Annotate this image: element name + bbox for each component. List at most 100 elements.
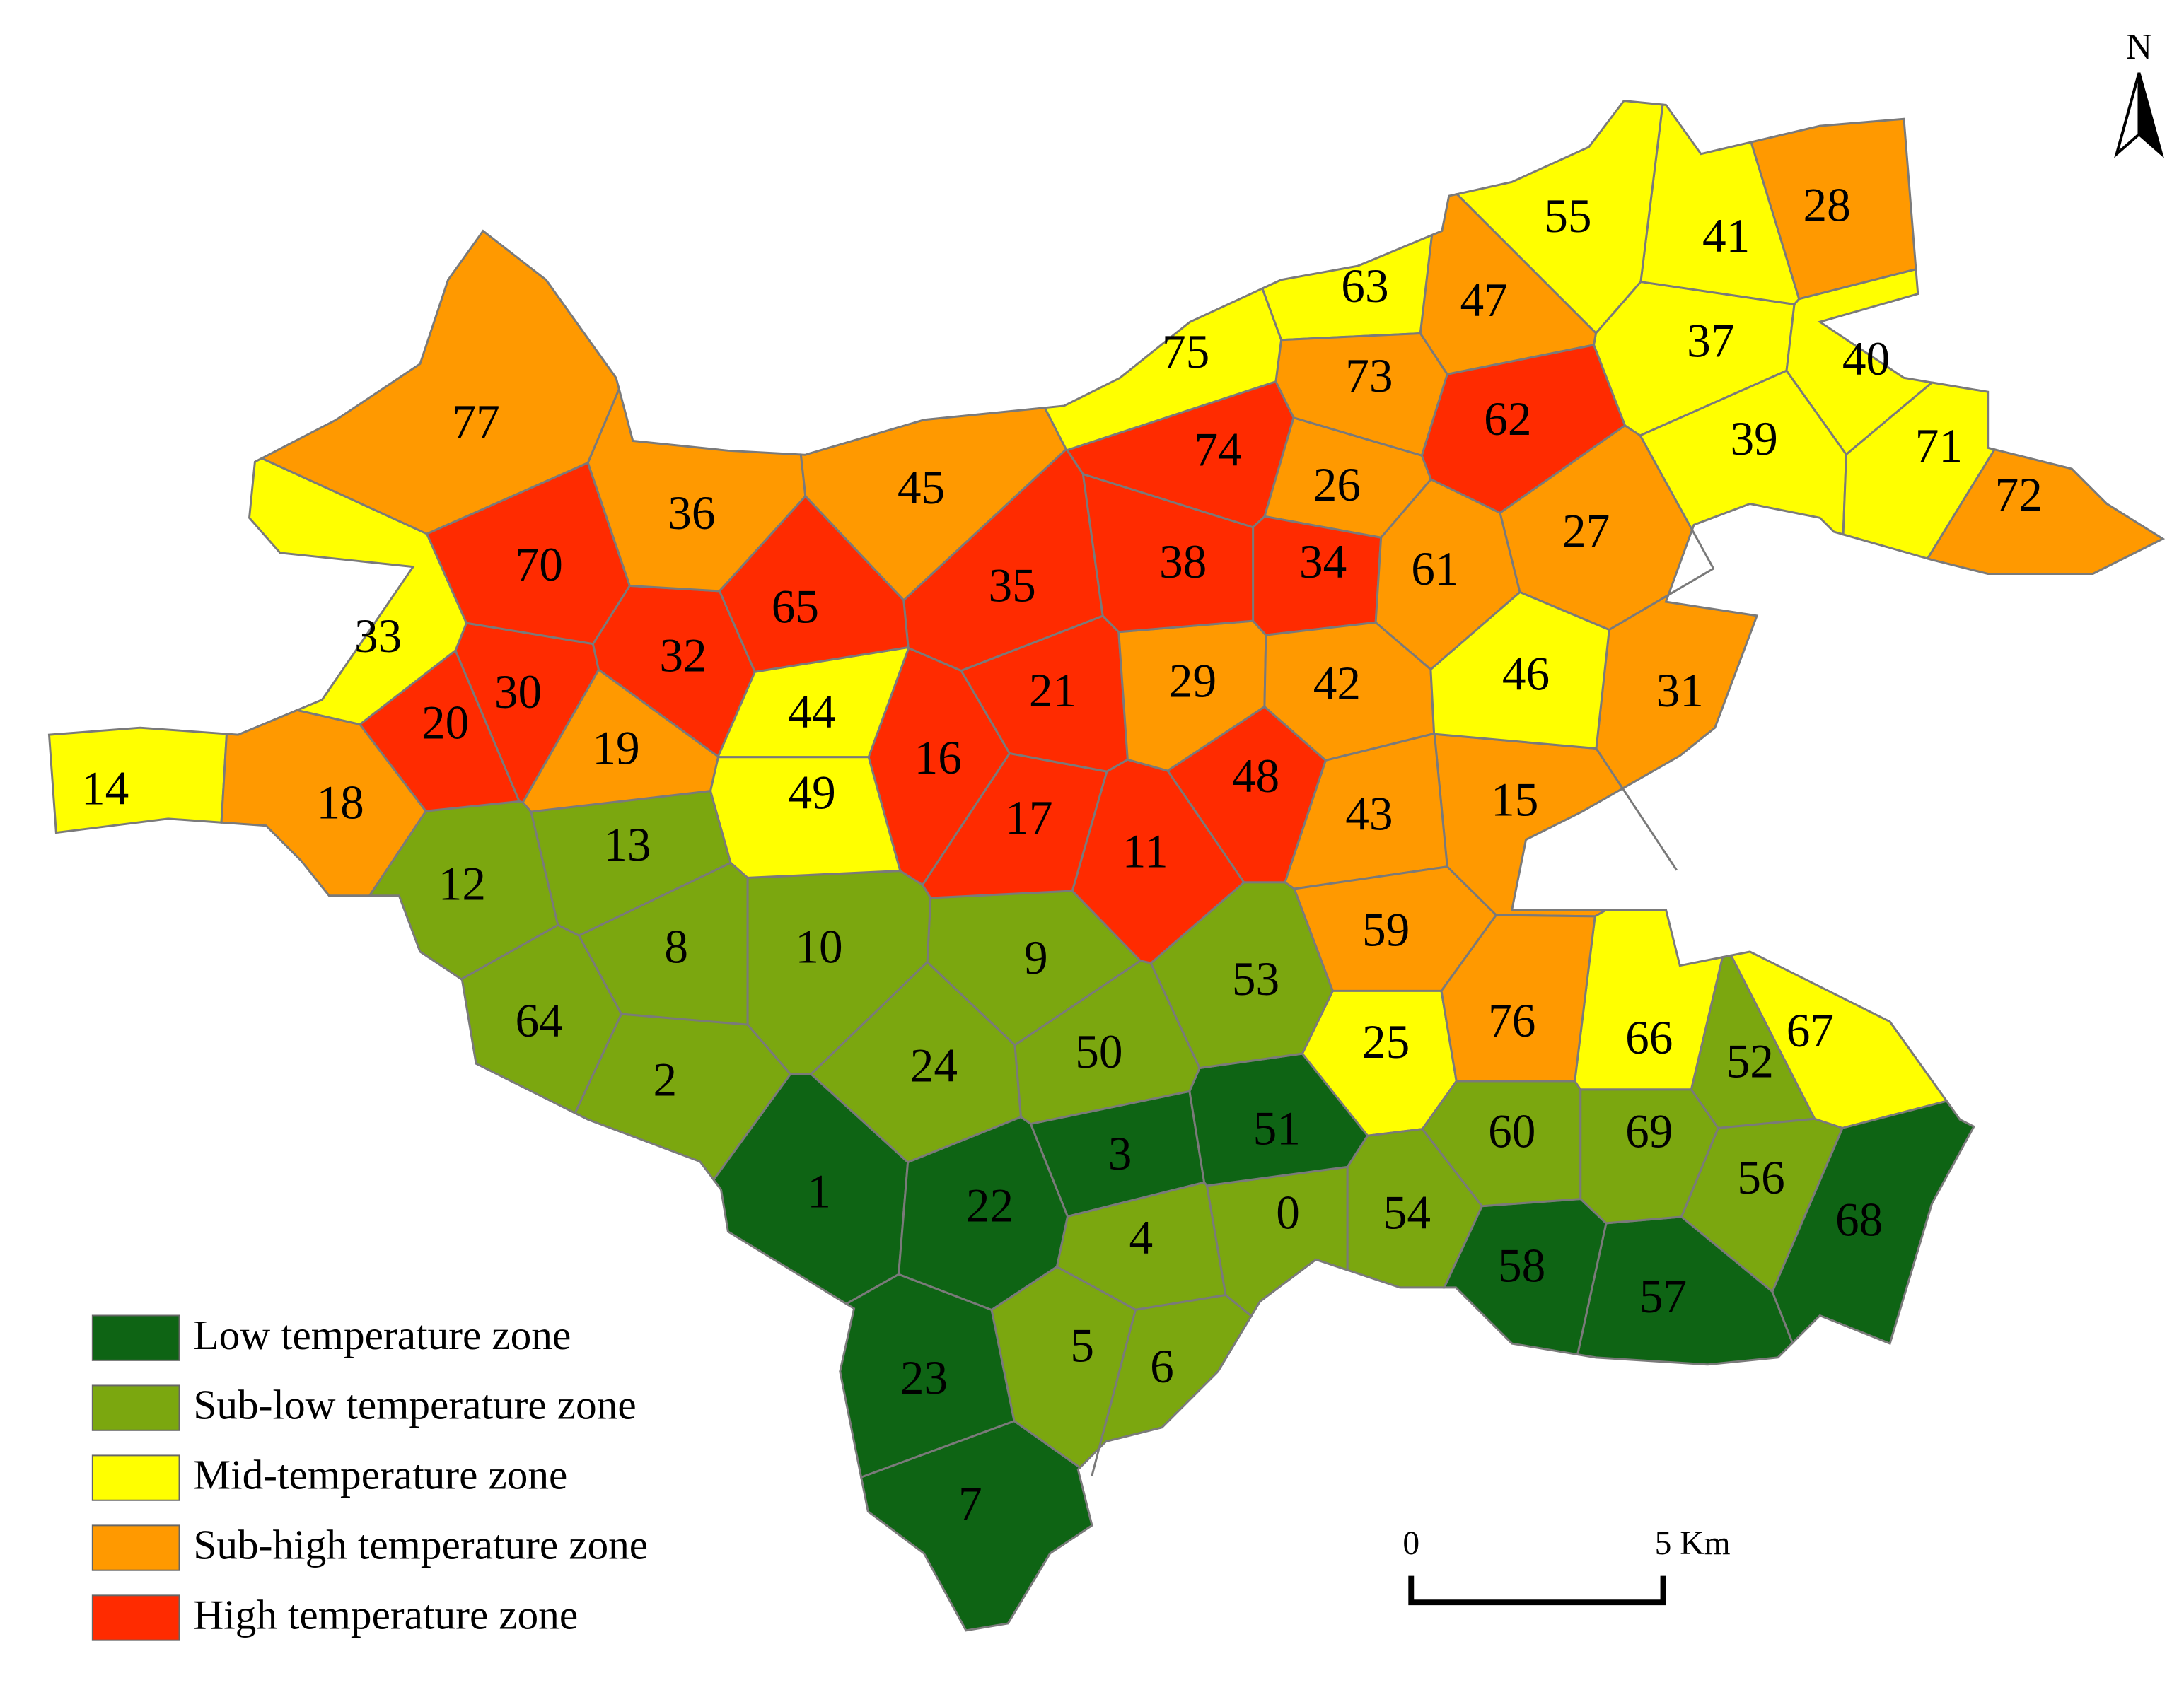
region-label: 28 bbox=[1803, 178, 1850, 231]
region-label: 75 bbox=[1162, 325, 1209, 378]
region-label: 59 bbox=[1362, 904, 1410, 957]
region-label: 17 bbox=[1005, 791, 1052, 844]
legend-label: Mid-temperature zone bbox=[193, 1452, 567, 1498]
legend-swatch bbox=[91, 1314, 180, 1361]
region-label: 41 bbox=[1702, 209, 1750, 262]
region-label: 20 bbox=[422, 696, 469, 750]
region bbox=[718, 494, 910, 673]
region-label: 36 bbox=[668, 486, 715, 540]
region-label: 35 bbox=[989, 559, 1036, 612]
north-arrow: N bbox=[2114, 27, 2164, 158]
region-label: 61 bbox=[1411, 542, 1458, 595]
region-label: 10 bbox=[795, 920, 842, 973]
region-label: 25 bbox=[1362, 1015, 1410, 1068]
region-label: 11 bbox=[1122, 825, 1168, 878]
region-label: 57 bbox=[1639, 1270, 1687, 1323]
legend-swatch bbox=[91, 1384, 180, 1431]
region-label: 12 bbox=[438, 857, 486, 910]
region bbox=[1091, 1293, 1253, 1476]
region-label: 18 bbox=[317, 776, 364, 829]
region-label: 56 bbox=[1737, 1151, 1784, 1204]
legend-swatch bbox=[91, 1524, 180, 1571]
scale-bar-line bbox=[1408, 1575, 1666, 1606]
region bbox=[1455, 99, 1664, 335]
region-label: 14 bbox=[81, 762, 129, 815]
region-label: 13 bbox=[603, 818, 651, 871]
region-label: 69 bbox=[1625, 1105, 1673, 1158]
region-label: 53 bbox=[1232, 952, 1279, 1005]
region bbox=[47, 726, 228, 834]
region bbox=[1042, 286, 1283, 452]
region-label: 9 bbox=[1024, 931, 1048, 984]
region-label: 26 bbox=[1313, 458, 1361, 511]
region-label: 1 bbox=[807, 1165, 831, 1218]
region-label: 66 bbox=[1625, 1011, 1673, 1064]
region-label: 15 bbox=[1491, 773, 1538, 826]
legend: Low temperature zone Sub-low temperature … bbox=[91, 1312, 648, 1641]
region-label: 71 bbox=[1915, 419, 1963, 472]
region bbox=[709, 756, 902, 879]
region-label: 29 bbox=[1169, 654, 1216, 707]
region-label: 33 bbox=[354, 610, 402, 663]
region-label: 47 bbox=[1460, 274, 1508, 327]
region bbox=[1771, 1100, 1975, 1346]
region-label: 4 bbox=[1129, 1211, 1153, 1264]
region bbox=[220, 709, 427, 897]
legend-swatch bbox=[91, 1454, 180, 1501]
region-label: 40 bbox=[1842, 332, 1890, 385]
region bbox=[1579, 1088, 1719, 1225]
region-label: 65 bbox=[772, 580, 819, 633]
region-label: 73 bbox=[1345, 349, 1393, 402]
region bbox=[259, 229, 620, 535]
region bbox=[248, 457, 468, 726]
region bbox=[1149, 881, 1334, 1070]
region-label: 3 bbox=[1108, 1127, 1132, 1180]
region bbox=[1440, 914, 1596, 1083]
legend-label: Sub-high temperature zone bbox=[193, 1522, 648, 1568]
region-label: 45 bbox=[898, 461, 945, 514]
region-label: 0 bbox=[1276, 1186, 1300, 1239]
region-label: 2 bbox=[654, 1053, 678, 1106]
region-label: 50 bbox=[1075, 1025, 1122, 1078]
region-label: 68 bbox=[1835, 1193, 1883, 1246]
region-label: 52 bbox=[1726, 1035, 1774, 1088]
region-label: 62 bbox=[1484, 392, 1531, 445]
region bbox=[1926, 448, 2166, 575]
scale-start: 0 bbox=[1402, 1525, 1419, 1562]
region-label: 49 bbox=[789, 766, 836, 820]
region-label: 22 bbox=[966, 1179, 1013, 1232]
region-label: 67 bbox=[1787, 1004, 1834, 1057]
scale-end: 5 Km bbox=[1655, 1525, 1731, 1562]
region-label: 77 bbox=[452, 395, 499, 448]
region-label: 51 bbox=[1253, 1102, 1301, 1155]
region-label: 58 bbox=[1498, 1240, 1545, 1293]
region-label: 63 bbox=[1341, 260, 1388, 313]
region-label: 24 bbox=[910, 1039, 958, 1092]
region bbox=[1639, 103, 1801, 305]
region-label: 60 bbox=[1488, 1105, 1535, 1158]
legend-label: Sub-low temperature zone bbox=[193, 1382, 636, 1428]
region-label: 27 bbox=[1562, 504, 1610, 557]
region-label: 48 bbox=[1232, 750, 1279, 803]
region-label: 21 bbox=[1029, 664, 1076, 717]
region-label: 37 bbox=[1687, 314, 1734, 367]
north-label: N bbox=[2126, 27, 2152, 67]
region-label: 6 bbox=[1150, 1340, 1174, 1393]
north-arrow-left bbox=[2114, 72, 2141, 158]
regions bbox=[47, 99, 2166, 1632]
region-label: 30 bbox=[494, 665, 542, 718]
region-label: 72 bbox=[1995, 468, 2043, 521]
region bbox=[459, 923, 623, 1115]
region-label: 76 bbox=[1488, 994, 1535, 1047]
region-label: 74 bbox=[1194, 424, 1241, 477]
region-label: 7 bbox=[958, 1477, 982, 1530]
region bbox=[1188, 1052, 1369, 1187]
region-label: 23 bbox=[900, 1351, 948, 1404]
region-label: 8 bbox=[664, 920, 688, 973]
region bbox=[839, 1273, 1016, 1479]
region-label: 54 bbox=[1383, 1186, 1431, 1239]
region-label: 43 bbox=[1345, 787, 1393, 840]
region-label: 32 bbox=[659, 629, 707, 682]
